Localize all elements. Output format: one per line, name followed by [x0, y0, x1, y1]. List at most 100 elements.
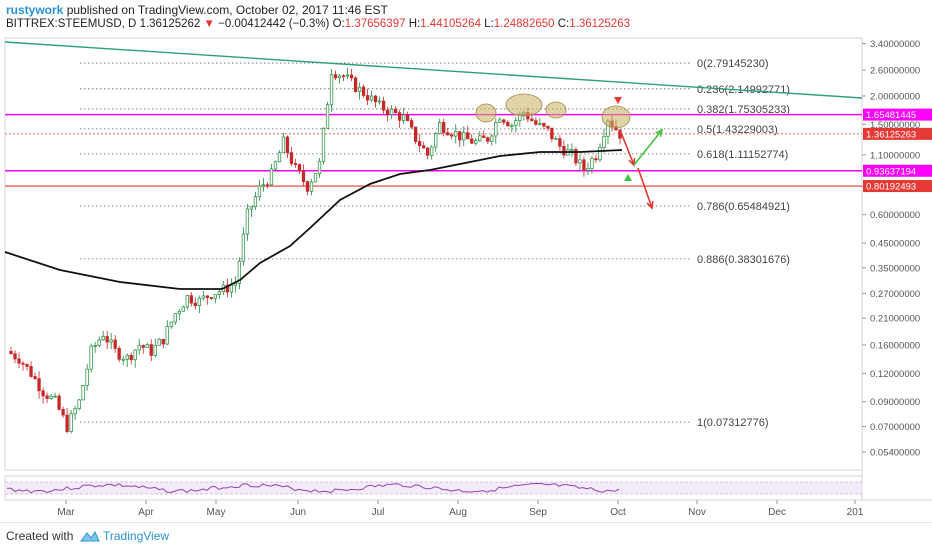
header-line-1: rustywork published on TradingView.com, … [6, 3, 388, 17]
y-tick-label: 2.60000000 [870, 66, 920, 77]
pattern-ellipse [505, 93, 543, 117]
tradingview-logo-icon[interactable] [80, 529, 100, 543]
candle-body [349, 74, 354, 79]
candle-body [297, 164, 302, 172]
candle-body [105, 336, 109, 343]
candles-group [9, 67, 622, 434]
candle-body [546, 125, 550, 129]
green-marker-icon [624, 174, 632, 181]
candle-body [397, 112, 402, 121]
candle-body [273, 161, 278, 170]
high-value: 1.44105264 [420, 18, 481, 30]
candle-body [237, 260, 242, 284]
candle-body [506, 121, 510, 127]
change-text: −0.00412442 (−0.3%) [218, 18, 330, 30]
high-label: H: [408, 18, 421, 30]
candle-body [345, 74, 350, 77]
y-tick-label: 2.00000000 [870, 91, 920, 102]
candle-body [313, 173, 318, 183]
candle-body [153, 344, 157, 356]
price-label: 1.36125263 [866, 129, 916, 140]
tradingview-brand-link[interactable]: TradingView [103, 529, 170, 543]
down-arrow-icon: ▼ [203, 18, 215, 30]
last-price: 1.36125262 [139, 18, 201, 30]
candle-body [205, 295, 209, 298]
candle-body [329, 74, 334, 106]
candle-body [458, 131, 462, 141]
candle-body [558, 138, 562, 147]
fib-level-label: 0.786(0.65484921) [697, 201, 790, 213]
candle-body [21, 362, 25, 365]
candle-body [337, 75, 342, 79]
fib-level-label: 0.618(1.11152774) [697, 149, 788, 161]
candle-body [69, 413, 73, 432]
candle-body [277, 152, 282, 163]
candle-body [141, 345, 145, 348]
published-text: published on TradingView.com, October 02… [66, 3, 388, 17]
candle-body [257, 185, 262, 198]
candle-body [157, 338, 161, 346]
candle-body [49, 395, 53, 399]
candle-body [418, 141, 422, 147]
descending-trendline [4, 41, 863, 99]
candle-body [173, 313, 177, 323]
forecast-arrow-up-head [655, 128, 664, 138]
candle-body [57, 395, 61, 410]
candle-body [410, 120, 414, 128]
candle-body [550, 127, 554, 140]
candle-body [494, 122, 498, 137]
candle-body [65, 414, 69, 432]
fib-level-label: 1(0.07312776) [697, 417, 769, 429]
candle-body [430, 146, 434, 156]
candle-body [474, 140, 478, 144]
candle-body [73, 408, 77, 415]
candle-body [538, 122, 542, 125]
created-with-text: Created with [6, 529, 74, 543]
candle-body [241, 233, 246, 262]
candle-body [602, 135, 606, 148]
candle-body [177, 310, 181, 315]
candle-body [554, 138, 558, 140]
candle-body [574, 149, 578, 164]
x-tick-label: Oct [610, 507, 626, 518]
candle-body [29, 366, 33, 377]
x-tick-label: Aug [449, 507, 467, 518]
pattern-ellipse [475, 103, 497, 123]
candle-body [361, 86, 366, 96]
fib-level-label: 0(2.79145230) [697, 58, 769, 70]
candle-body [193, 302, 197, 307]
candle-body [269, 168, 274, 186]
candle-body [482, 135, 486, 138]
candle-body [13, 353, 17, 360]
y-tick-label: 0.05400000 [870, 448, 920, 459]
candle-body [381, 100, 386, 111]
forecast-arrow-down-2 [637, 167, 653, 209]
author-name[interactable]: rustywork [6, 3, 64, 17]
candle-body [462, 132, 466, 141]
candle-body [353, 77, 358, 92]
candle-body [53, 395, 57, 398]
pattern-ellipse [545, 101, 567, 119]
y-tick-label: 0.21000000 [870, 314, 920, 325]
candle-body [289, 152, 294, 164]
candle-body [185, 295, 189, 308]
candle-body [129, 354, 133, 361]
candle-body [510, 124, 514, 127]
candle-body [265, 184, 270, 187]
candle-body [450, 134, 454, 137]
y-tick-label: 0.07000000 [870, 422, 920, 433]
chart-header: rustywork published on TradingView.com, … [0, 0, 932, 34]
candle-body [117, 348, 121, 360]
y-tick-label: 0.45000000 [870, 239, 920, 250]
candle-body [401, 114, 406, 121]
y-tick-label: 0.12000000 [870, 369, 920, 380]
candle-body [225, 284, 230, 293]
candle-body [406, 114, 410, 121]
candle-body [454, 131, 458, 137]
candle-body [97, 339, 101, 346]
y-tick-label: 0.35000000 [870, 263, 920, 274]
x-tick-label: 201 [847, 507, 864, 518]
close-label: C: [557, 18, 570, 30]
candle-body [470, 138, 474, 144]
